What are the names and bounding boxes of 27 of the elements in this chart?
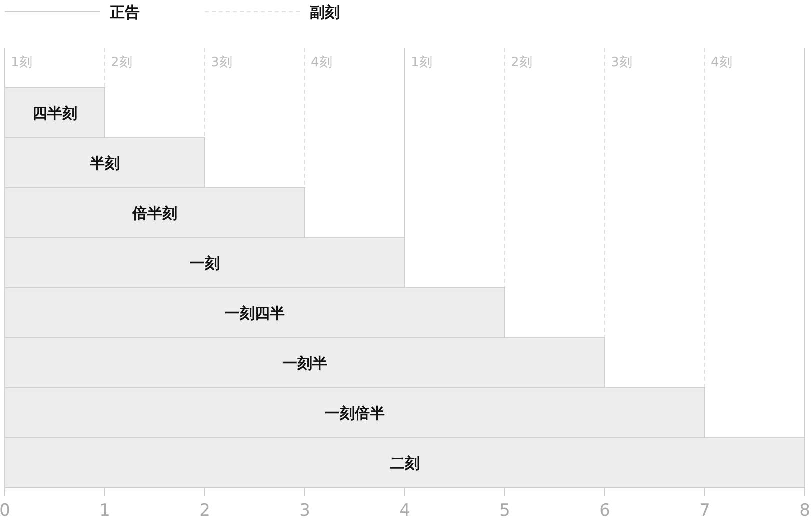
ref-line-label: 4刻 [711, 56, 732, 71]
x-tick-label: 4 [400, 500, 410, 521]
y-tick-label: 四半刻 [32, 104, 78, 122]
y-tick-label: 倍半刻 [132, 204, 178, 222]
x-tick-label: 0 [0, 500, 10, 521]
ref-line-label: 1刻 [411, 56, 432, 71]
y-tick-label: 一刻 [190, 254, 220, 272]
ref-line-label: 2刻 [511, 56, 532, 71]
y-tick-label: 一刻半 [282, 354, 328, 372]
x-tick-label: 2 [200, 500, 210, 521]
y-tick-label: 半刻 [89, 154, 120, 172]
text: 正告 [109, 3, 140, 22]
x-tick-label: 5 [500, 500, 510, 521]
x-tick-label: 7 [700, 500, 710, 521]
ref-line-label: 3刻 [611, 56, 632, 71]
x-tick-label: 3 [300, 500, 310, 521]
text: 副刻 [310, 3, 340, 22]
ref-line-label: 1刻 [11, 56, 32, 71]
x-tick-label: 8 [800, 500, 810, 521]
ref-line-label: 3刻 [211, 56, 232, 71]
ref-line-label: 2刻 [111, 56, 132, 71]
y-tick-label: 一刻四半 [225, 304, 285, 322]
ref-line-label: 4刻 [311, 56, 332, 71]
x-tick-label: 6 [600, 500, 610, 521]
x-tick-label: 1 [100, 500, 110, 521]
y-tick-label: 一刻倍半 [325, 404, 385, 422]
y-tick-label: 二刻 [390, 454, 420, 472]
